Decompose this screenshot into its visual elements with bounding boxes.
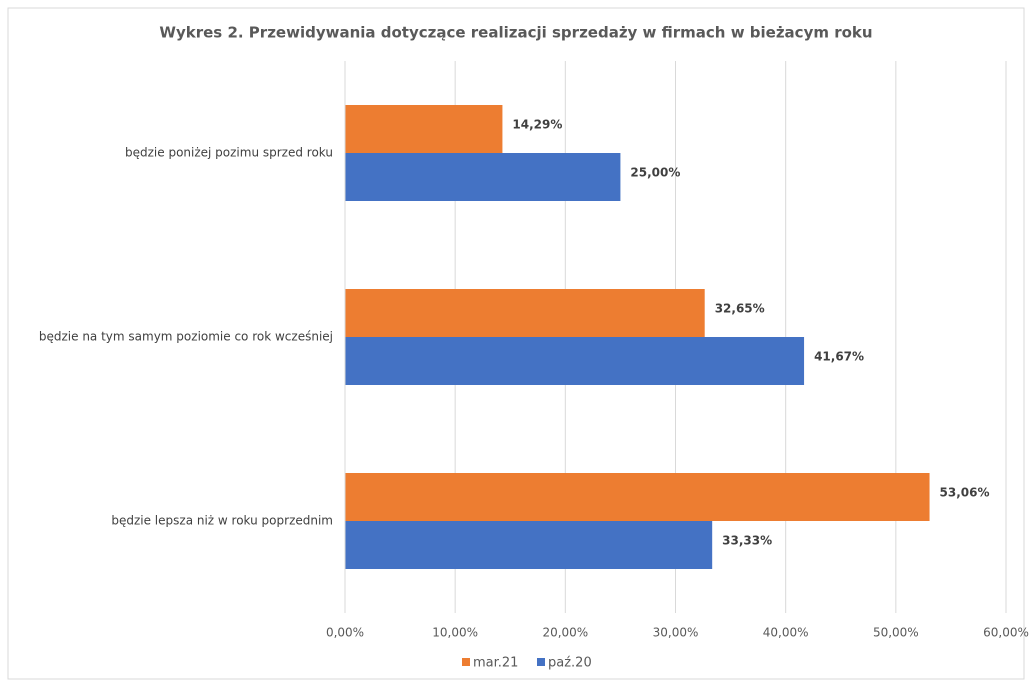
legend-label: paź.20 [548, 656, 592, 671]
category-label: będzie na tym samym poziomie co rok wcze… [39, 330, 333, 344]
data-label: 14,29% [512, 118, 562, 132]
legend-label: mar.21 [473, 656, 518, 671]
x-tick-label: 40,00% [763, 626, 809, 640]
x-tick-label: 20,00% [542, 626, 588, 640]
x-tick-label: 0,00% [326, 626, 364, 640]
data-label: 32,65% [715, 302, 765, 316]
x-tick-label: 30,00% [653, 626, 699, 640]
data-label: 53,06% [940, 486, 990, 500]
chart-title: Wykres 2. Przewidywania dotyczące realiz… [159, 24, 872, 42]
bar [345, 153, 621, 201]
category-label: będzie lepsza niż w roku poprzednim [111, 514, 333, 528]
data-label: 41,67% [814, 350, 864, 364]
bar [345, 473, 930, 521]
bar [345, 289, 705, 337]
bar [345, 105, 503, 153]
legend-swatch [537, 658, 545, 666]
x-tick-label: 10,00% [432, 626, 478, 640]
data-label: 25,00% [630, 166, 680, 180]
x-tick-label: 50,00% [873, 626, 919, 640]
legend-swatch [462, 658, 470, 666]
data-label: 33,33% [722, 534, 772, 548]
bar [345, 337, 805, 385]
x-tick-label: 60,00% [983, 626, 1029, 640]
category-label: będzie poniżej pozimu sprzed roku [125, 146, 333, 160]
bar [345, 521, 713, 569]
